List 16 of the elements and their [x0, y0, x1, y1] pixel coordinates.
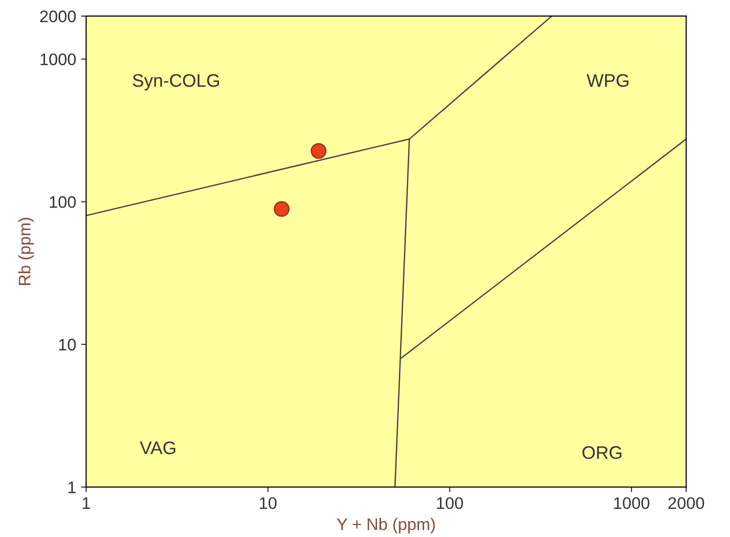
x-axis-title: Y + Nb (ppm): [336, 518, 435, 534]
annotation: WPG: [586, 74, 628, 87]
y-axis-title: Rb (ppm): [18, 218, 34, 285]
annotation: VAG: [140, 441, 176, 454]
x-tick-label: 10: [260, 497, 277, 510]
x-tick-label: 2000: [668, 497, 704, 510]
y-tick-label: 10: [59, 338, 76, 351]
x-tick-label: 1: [82, 497, 90, 509]
y-tick-label: 1000: [40, 53, 76, 66]
y-tick-label: 1: [68, 482, 76, 494]
y-tick-label: 2000: [40, 10, 76, 22]
x-tick-label: 100: [437, 497, 463, 510]
y-tick-label: 100: [50, 196, 76, 208]
x-tick-label: 1000: [614, 497, 650, 510]
annotation: Syn-COLG: [132, 74, 219, 90]
annotation: ORG: [582, 446, 622, 459]
